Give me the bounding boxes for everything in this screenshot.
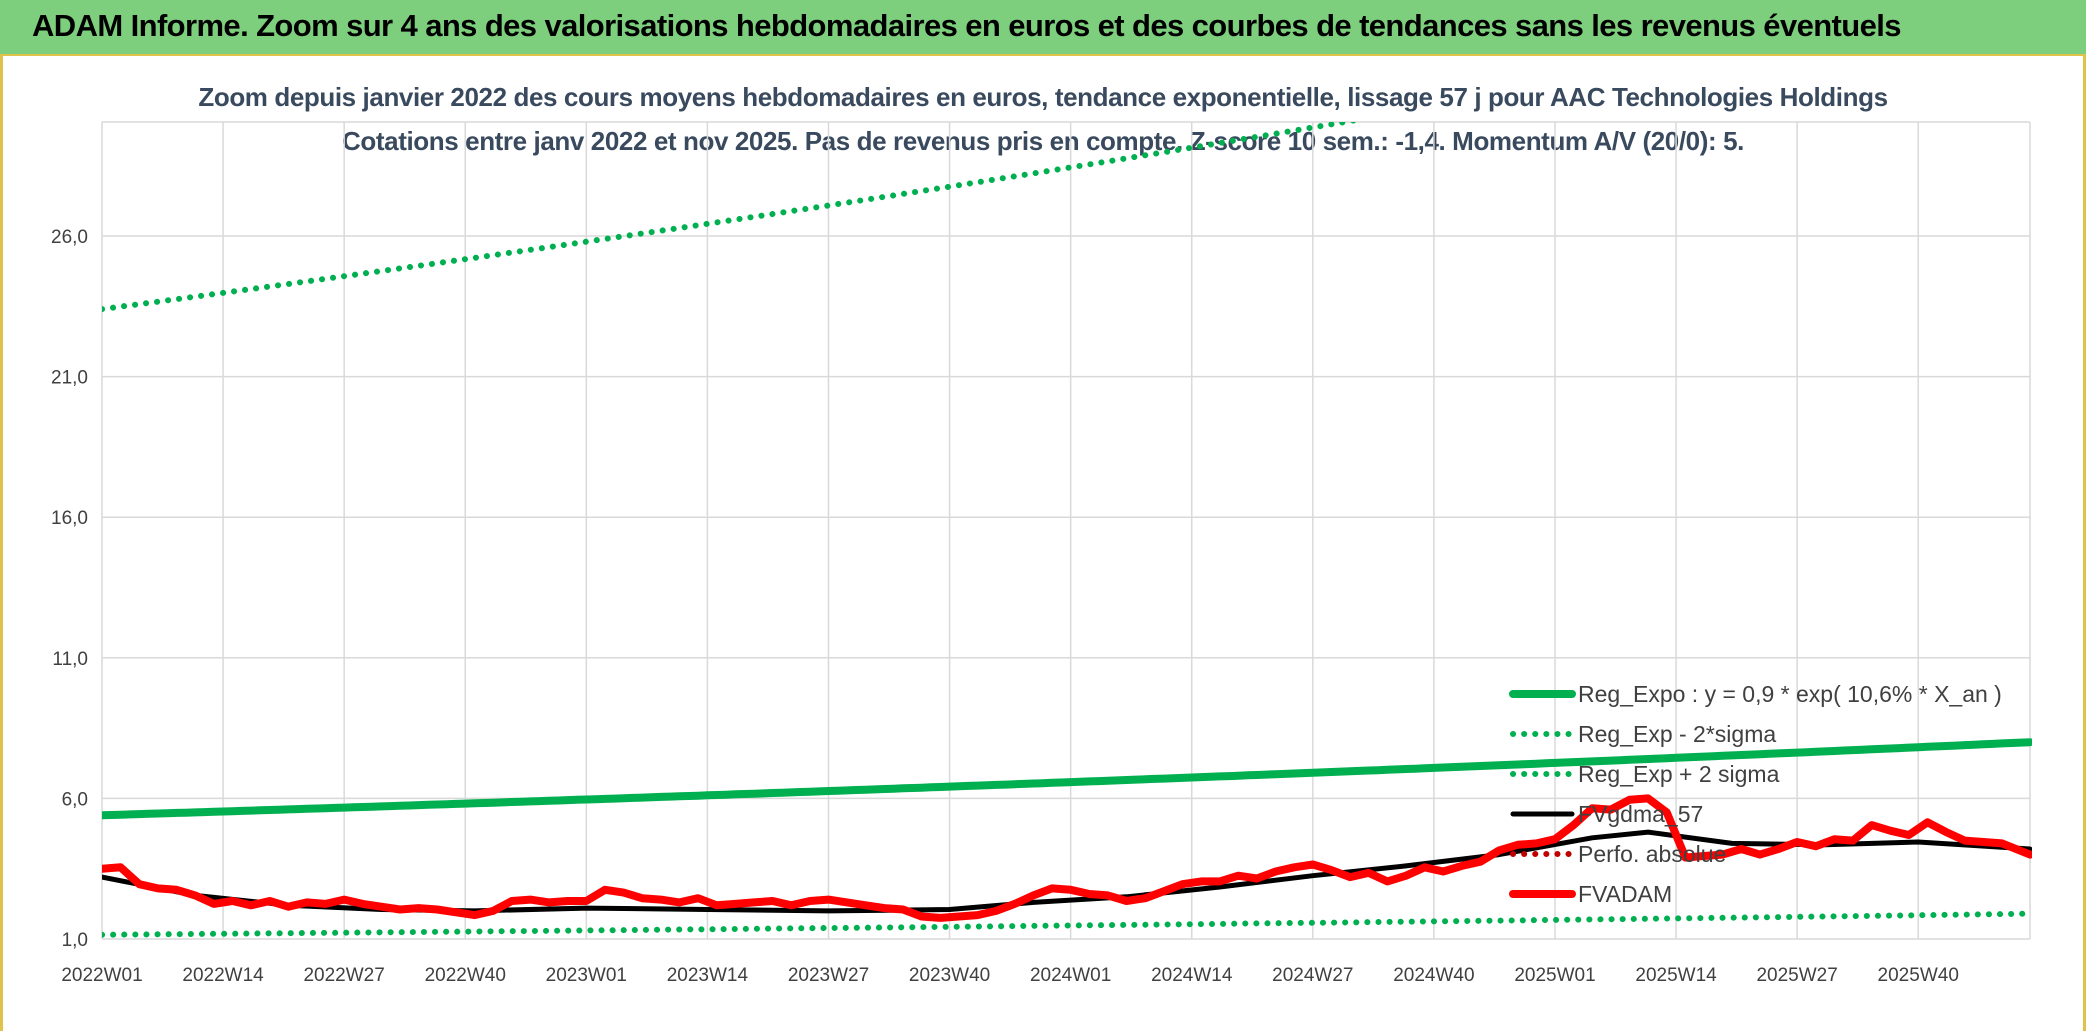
y-axis-ticks: 1,0 6,0 11,0 16,0 21,0 26,0 (51, 227, 88, 951)
series-line (102, 122, 1363, 313)
y-tick-label: 11,0 (52, 649, 88, 670)
x-tick-label: 2022W27 (303, 965, 384, 986)
x-tick-label: 2025W14 (1635, 965, 1717, 986)
chart-legend: Reg_Expo : y = 0,9 * exp( 10,6% * X_an )… (1509, 681, 2002, 907)
x-tick-label: 2024W14 (1151, 965, 1233, 986)
legend-label: Perfo. absolue (1578, 841, 1726, 867)
report-banner: ADAM Informe. Zoom sur 4 ans des valoris… (0, 0, 2086, 56)
x-tick-label: 2024W27 (1272, 965, 1353, 986)
y-tick-label: 21,0 (51, 368, 88, 389)
legend-label: Reg_Expo : y = 0,9 * exp( 10,6% * X_an ) (1578, 681, 2002, 707)
legend-label: FVgdma_57 (1578, 801, 1703, 827)
chart-title: Zoom depuis janvier 2022 des cours moyen… (198, 82, 1888, 112)
chart-grid (101, 121, 2031, 940)
x-tick-label: 2025W27 (1756, 965, 1837, 986)
chart-subtitle: Cotations entre janv 2022 et nov 2025. P… (342, 126, 1744, 156)
series-line (102, 794, 2032, 922)
y-tick-label: 16,0 (51, 508, 88, 529)
x-tick-label: 2023W27 (788, 965, 869, 986)
legend-label: FVADAM (1578, 881, 1672, 907)
x-tick-label: 2025W01 (1514, 965, 1595, 986)
legend-label: Reg_Exp + 2 sigma (1578, 761, 1780, 787)
y-tick-label: 1,0 (62, 930, 88, 951)
x-tick-label: 2023W40 (909, 965, 990, 986)
x-tick-label: 2022W40 (425, 965, 506, 986)
x-tick-label: 2023W01 (546, 965, 627, 986)
legend-label: Reg_Exp - 2*sigma (1578, 721, 1776, 747)
y-tick-label: 6,0 (62, 789, 88, 810)
chart-frame (0, 56, 2086, 1031)
x-axis-ticks: 2022W01 2022W14 2022W27 2022W40 2023W01 2023W… (61, 965, 1959, 986)
y-tick-label: 26,0 (51, 227, 88, 248)
series-line (102, 910, 2032, 938)
x-tick-label: 2024W40 (1393, 965, 1474, 986)
report-title: ADAM Informe. Zoom sur 4 ans des valoris… (32, 8, 1902, 43)
x-tick-label: 2022W01 (61, 965, 142, 986)
x-tick-label: 2022W14 (182, 965, 264, 986)
x-tick-label: 2023W14 (667, 965, 749, 986)
x-tick-label: 2025W40 (1878, 965, 1959, 986)
series-line (102, 738, 2032, 820)
series-layer (102, 122, 2032, 938)
series-line (102, 829, 2032, 914)
x-tick-label: 2024W01 (1030, 965, 1111, 986)
